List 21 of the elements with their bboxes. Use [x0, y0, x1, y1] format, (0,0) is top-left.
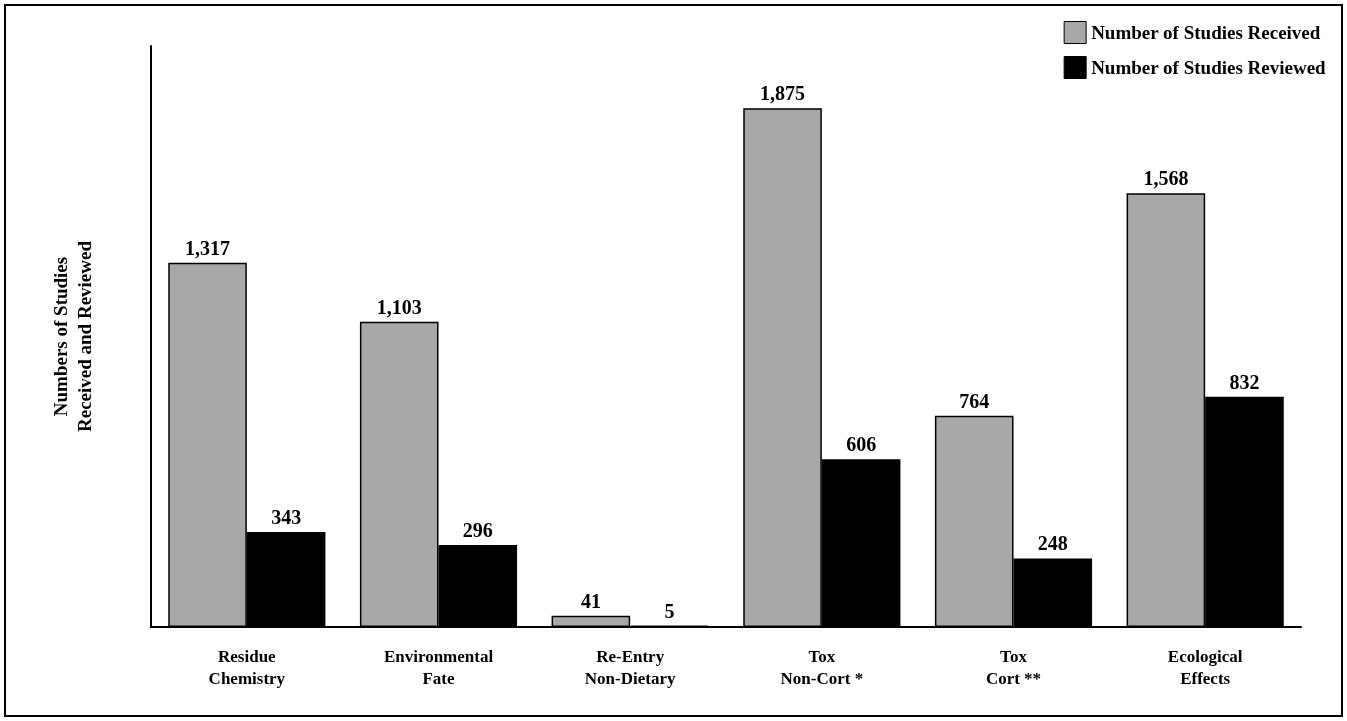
data-label: 248: [1037, 532, 1068, 555]
x-tick-label: Residue Chemistry: [208, 646, 286, 688]
legend-label: Number of Studies Reviewed: [1091, 57, 1327, 78]
data-label: 1,568: [1143, 167, 1189, 190]
data-label: 606: [846, 433, 877, 456]
data-label: 296: [462, 519, 493, 542]
data-label: 832: [1229, 370, 1260, 393]
data-label: 1,875: [760, 82, 806, 105]
data-label: 1,317: [185, 236, 231, 259]
x-tick-label: Ecological Effects: [1167, 646, 1243, 688]
y-axis-title: Numbers of Studies Received and Reviewed: [49, 240, 95, 433]
data-label: 764: [959, 389, 990, 412]
x-tick-label: Tox Cort **: [985, 646, 1042, 688]
data-label: 343: [271, 506, 302, 529]
x-tick-label: Re-Entry Non-Dietary: [584, 646, 676, 688]
data-label: 1,103: [376, 295, 422, 318]
legend-label: Number of Studies Received: [1091, 22, 1321, 43]
x-tick-label: Environmental Fate: [383, 646, 494, 688]
x-tick-label: Tox Non-Cort *: [780, 646, 864, 688]
data-label: 5: [664, 599, 675, 622]
data-label: 41: [580, 589, 601, 612]
